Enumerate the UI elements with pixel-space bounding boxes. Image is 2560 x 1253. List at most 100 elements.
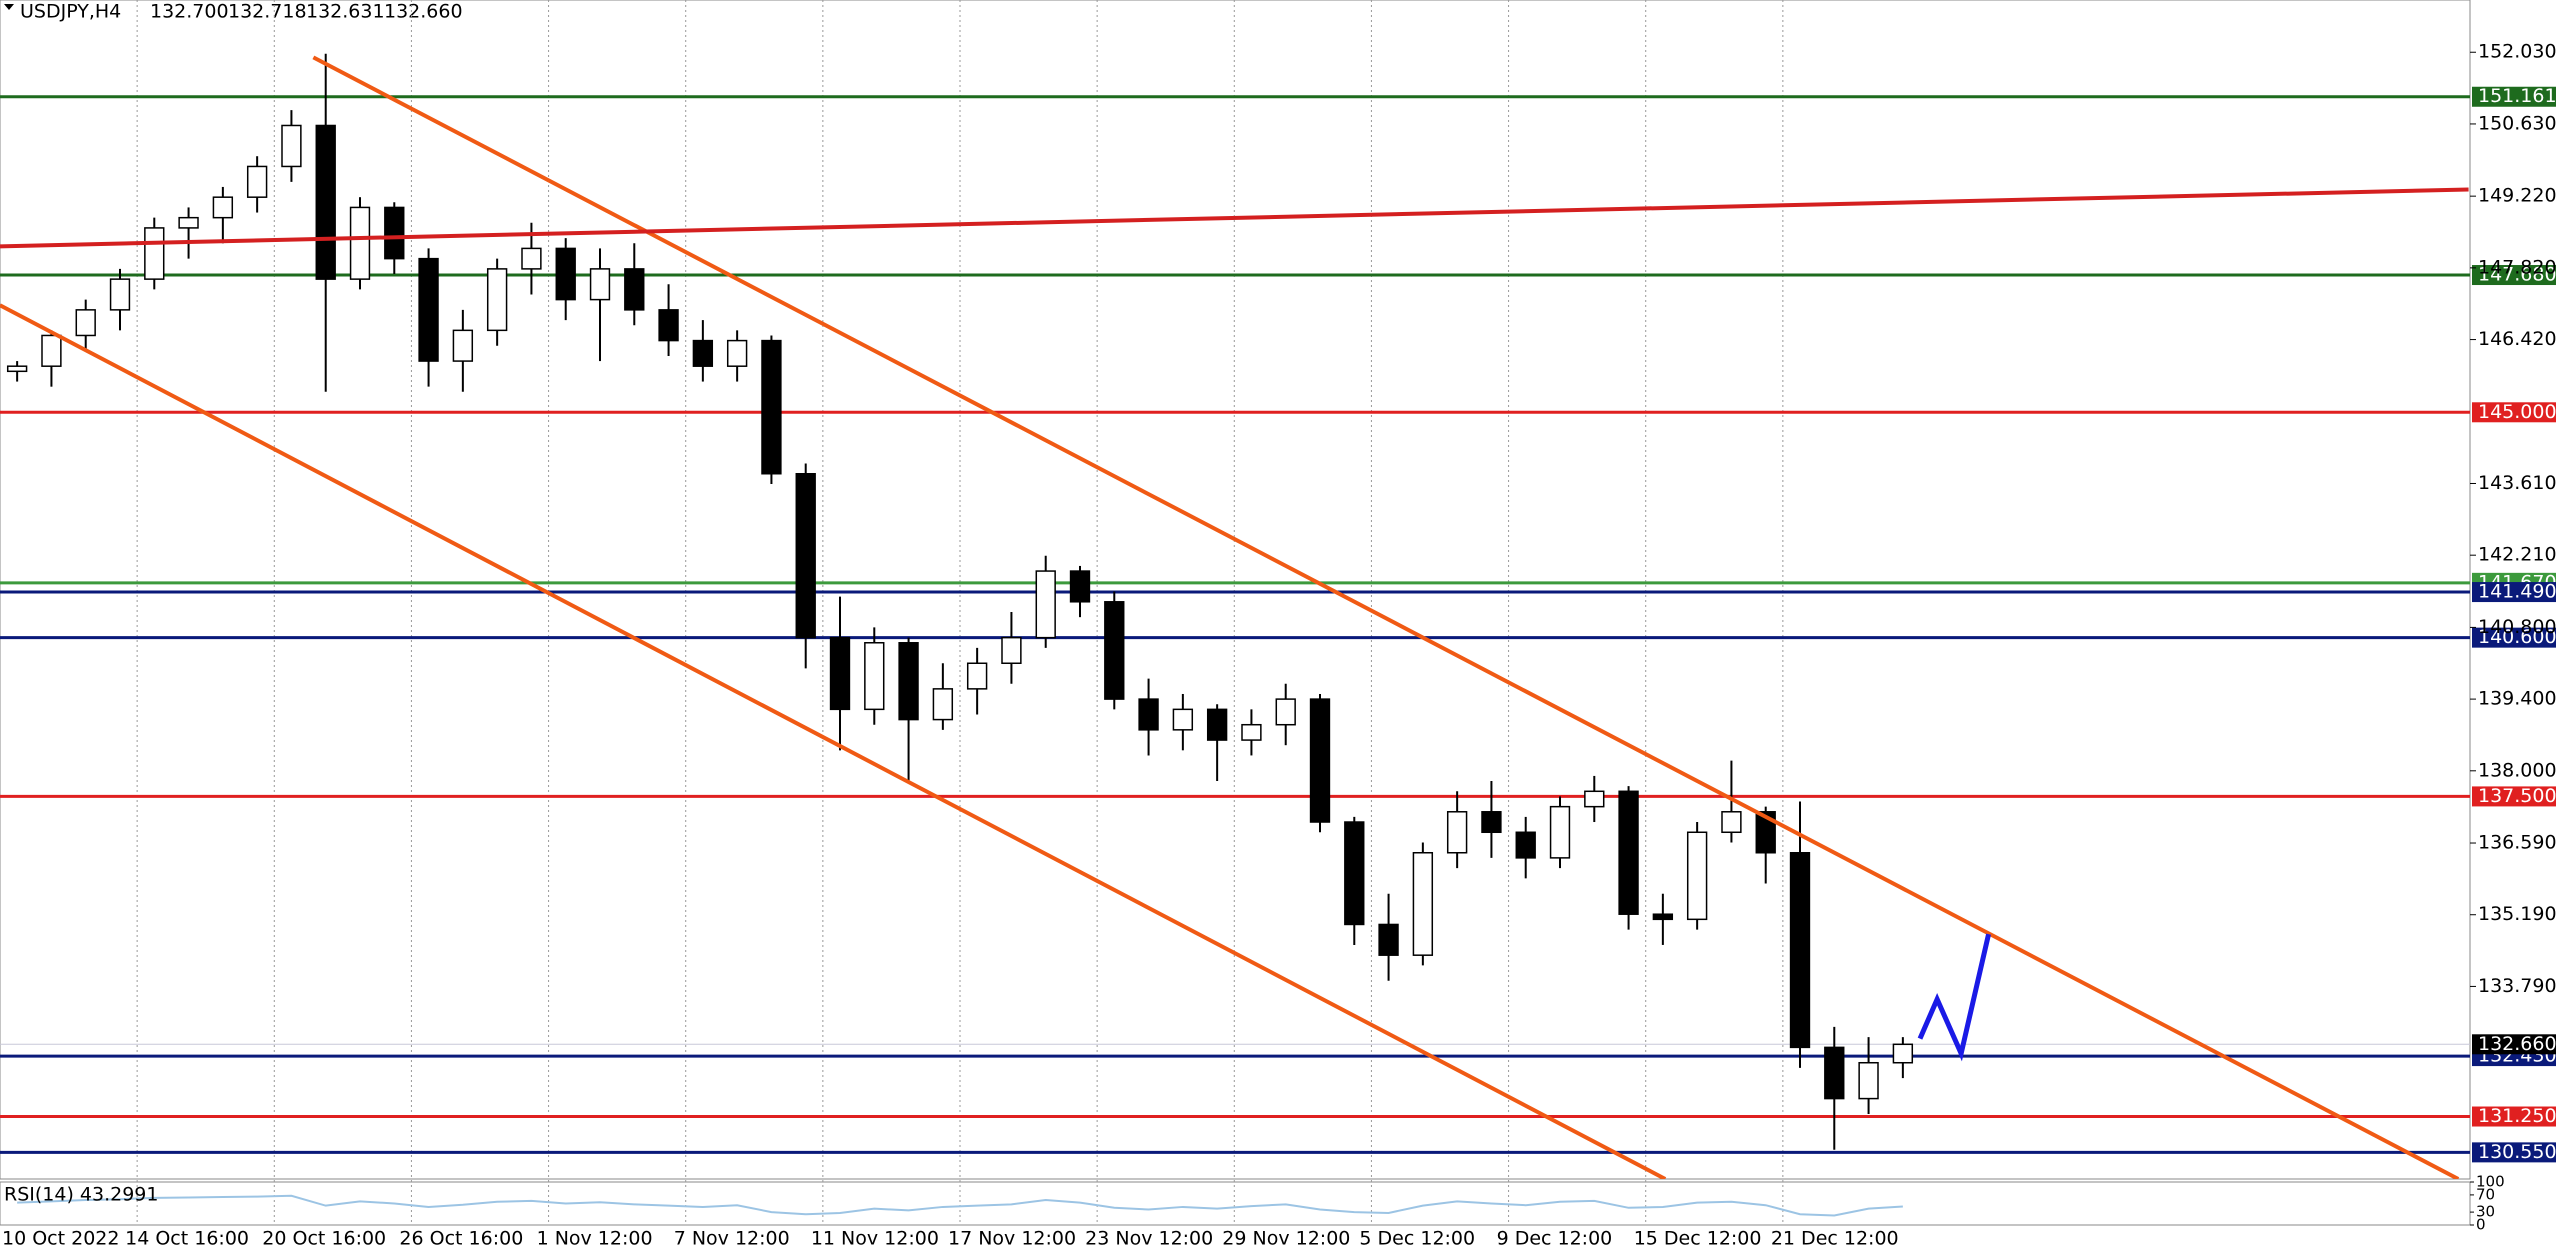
candle-body [1206, 708, 1228, 741]
x-tick-label: 7 Nov 12:00 [674, 1228, 790, 1250]
candle-body [452, 329, 474, 362]
candle-body [589, 268, 611, 301]
grid [136, 0, 1784, 1225]
y-tick-label: 146.420 [2478, 328, 2557, 350]
y-tick-label: 138.000 [2478, 759, 2557, 781]
level-label-box [2472, 1142, 2556, 1163]
candle-body [41, 334, 62, 367]
menu-icon [4, 4, 14, 10]
x-tick-label: 23 Nov 12:00 [1085, 1228, 1213, 1250]
y-tick-label: 133.790 [2478, 975, 2557, 997]
level-label-box [2472, 1106, 2556, 1127]
candle-body [1584, 790, 1605, 808]
candle-body [1721, 811, 1742, 834]
level-label-box [2472, 627, 2556, 648]
y-tick-label: 143.610 [2478, 472, 2557, 494]
candle-body [1652, 913, 1674, 921]
candle-body [212, 196, 234, 219]
candle-body [1275, 698, 1296, 726]
candle-body [1172, 708, 1194, 731]
candle-body [1481, 811, 1502, 834]
y-tick-label: 150.630 [2478, 112, 2557, 134]
rsi-frame [0, 1181, 2471, 1226]
candle-body [1824, 1046, 1845, 1100]
level-label-box [2472, 402, 2556, 423]
candle-body [692, 339, 714, 367]
candle-body [761, 339, 782, 475]
candle-body [1035, 570, 1056, 639]
x-tick-label: 9 Dec 12:00 [1497, 1228, 1613, 1250]
candle-body [932, 688, 954, 721]
candle-body [624, 268, 645, 311]
candle-body [658, 309, 679, 342]
y-tick-label: 135.190 [2478, 903, 2557, 925]
x-tick-label: 17 Nov 12:00 [948, 1228, 1076, 1250]
axis: 10 Oct 2022 14 Oct 16:00 20 Oct 16:00 26 Oc… [2, 41, 2557, 1250]
candle-body [521, 247, 542, 270]
x-tick-label: 29 Nov 12:00 [1222, 1228, 1350, 1250]
candle-body [6, 365, 28, 373]
trendline [1917, 933, 1992, 1062]
trendlines [0, 55, 2469, 1179]
trendline [0, 303, 1667, 1179]
candle-body [1446, 811, 1468, 854]
y-tick-label: 149.220 [2478, 185, 2557, 207]
candle-body [864, 642, 885, 711]
y-tick-label: 152.030 [2478, 41, 2557, 63]
candle-body [486, 268, 508, 332]
level-label-box [2472, 86, 2556, 107]
candle-body [75, 309, 96, 337]
rsi-tick-label: 100 [2476, 1173, 2505, 1191]
candle-body [1515, 831, 1536, 859]
level-label: 131.250 [2478, 1105, 2557, 1127]
rsi-tick-label: 0 [2476, 1216, 2486, 1234]
candle-body [246, 165, 268, 198]
candle-body [898, 642, 919, 721]
x-tick-label: 1 Nov 12:00 [537, 1228, 653, 1250]
candle-body [1309, 698, 1331, 823]
level-label: 137.500 [2478, 785, 2557, 807]
candle-body [418, 257, 439, 362]
candle-body [1549, 805, 1571, 859]
level-label: 140.600 [2478, 626, 2557, 648]
x-tick-label: 26 Oct 16:00 [399, 1228, 523, 1250]
quote-value: 132.660 [384, 1, 463, 23]
x-tick-label: 21 Dec 12:00 [1771, 1228, 1899, 1250]
candle-body [966, 662, 988, 690]
symbol: USDJPY,H4 [20, 1, 121, 23]
y-tick-label: 140.800 [2478, 616, 2557, 638]
candle-body [1618, 790, 1639, 915]
candle-body [144, 227, 165, 280]
candle-body [1241, 723, 1262, 741]
candle-body [1378, 923, 1399, 956]
candle-body [1858, 1061, 1879, 1100]
candle-body [1138, 698, 1159, 731]
candle-body [1892, 1043, 1914, 1064]
y-tick-label: 142.210 [2478, 544, 2557, 566]
candle-body [109, 278, 131, 311]
rsi-line [17, 1194, 1903, 1217]
x-tick-label: 10 Oct 2022 [2, 1228, 119, 1250]
candle-body [349, 206, 371, 280]
level-label: 141.490 [2478, 581, 2557, 603]
candle-body [1412, 852, 1434, 956]
quote-value: 132.718 [228, 1, 307, 23]
candles [6, 53, 1914, 1150]
level-label: 147.680 [2478, 264, 2557, 286]
x-tick-label: 14 Oct 16:00 [125, 1228, 249, 1250]
level-label: 130.550 [2478, 1141, 2557, 1163]
candle-body [384, 206, 405, 260]
y-tick-label: 147.820 [2478, 256, 2557, 278]
candle-body [178, 216, 199, 229]
level-label: 145.000 [2478, 401, 2557, 423]
quote-value: 132.700 [150, 1, 229, 23]
quote: 132.700 132.718 132.631 132.660 [150, 1, 463, 23]
candle-body [795, 473, 816, 639]
candle-body [555, 247, 576, 301]
level-label-box [2472, 582, 2556, 603]
candle-body [726, 339, 748, 367]
candle-body [315, 124, 336, 280]
rsi-title: RSI(14) 43.2991 [4, 1184, 158, 1206]
level-label-box [2472, 1034, 2556, 1055]
